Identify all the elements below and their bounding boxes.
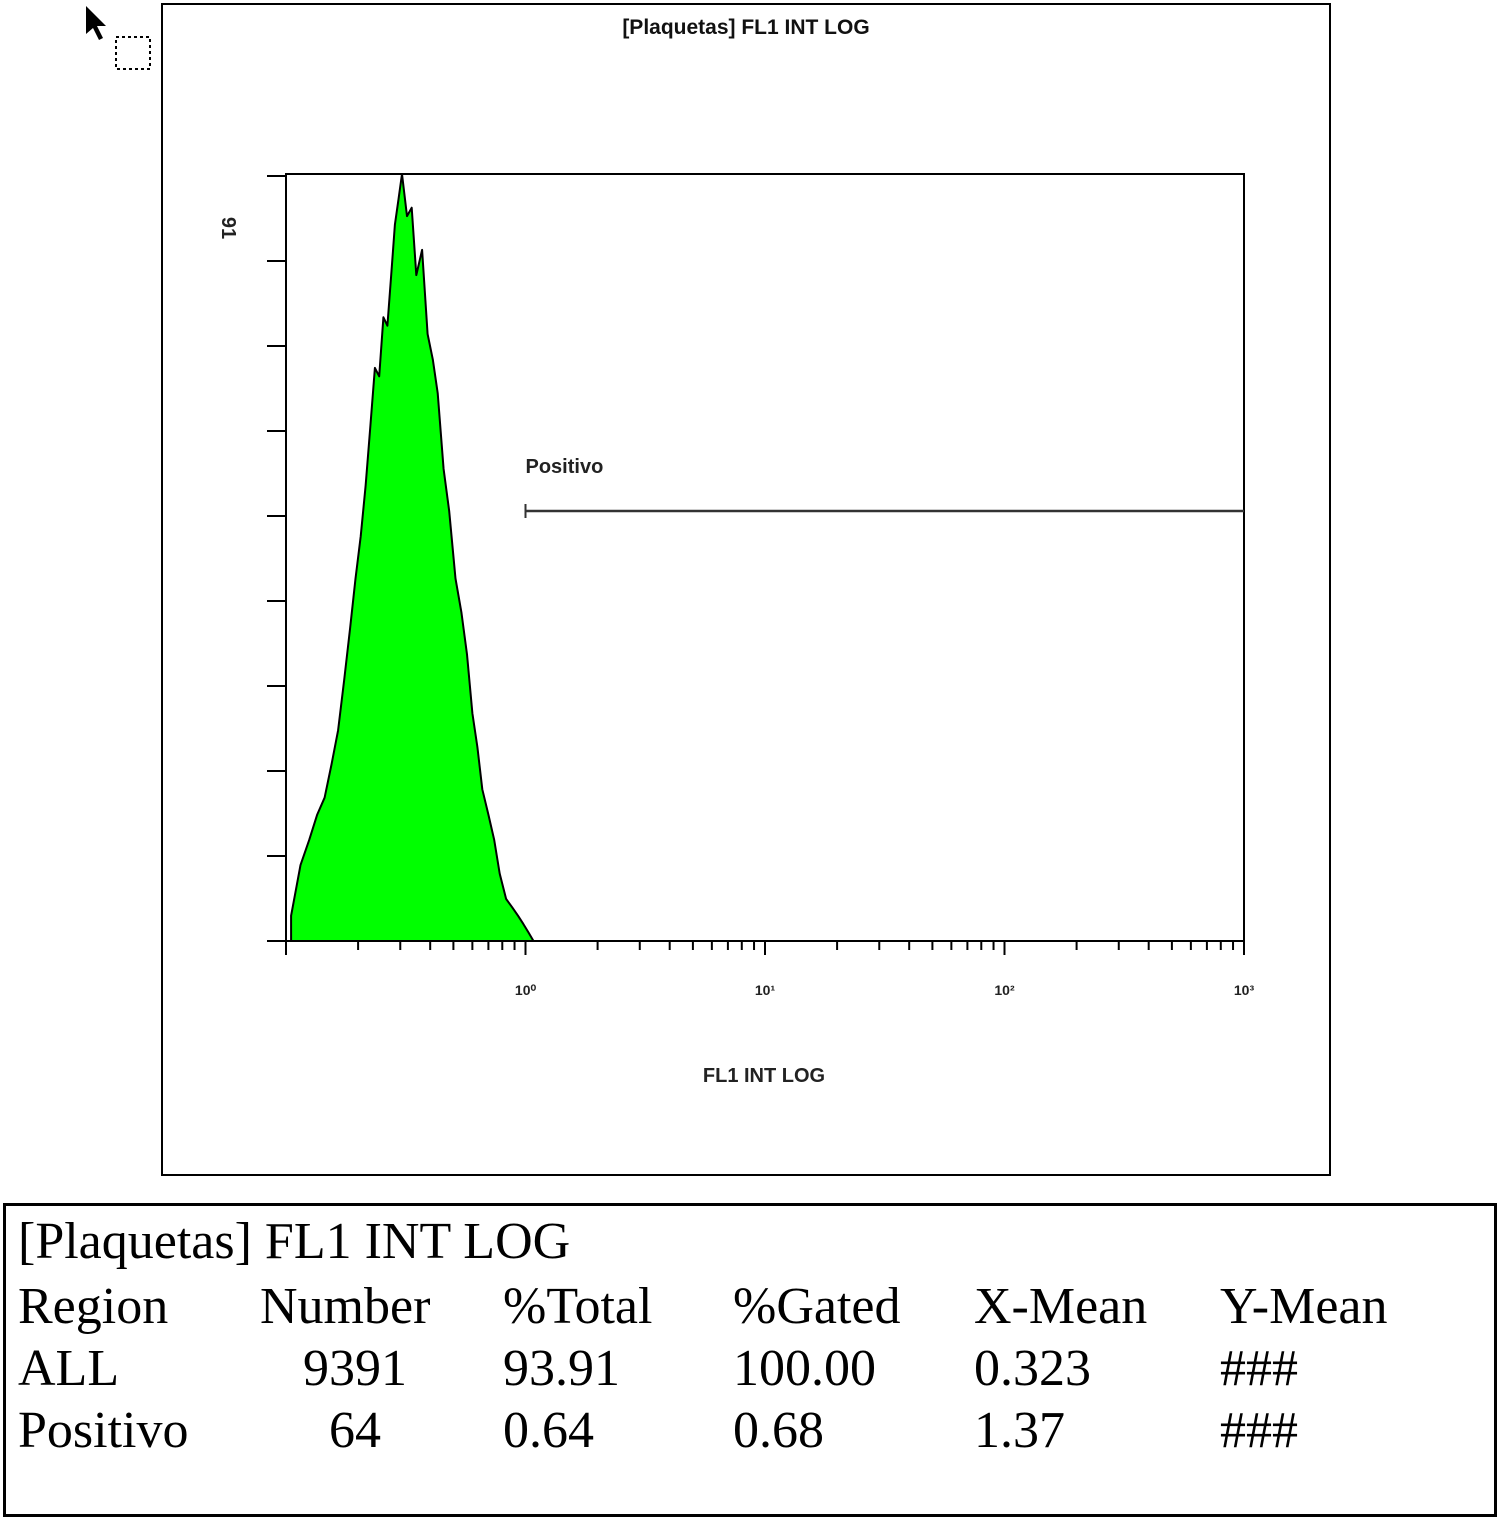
y-max-label: 91 — [217, 217, 239, 239]
histogram-chart: [Plaquetas] FL1 INT LOG 91 10⁰ 10¹ 10² 10³ Po… — [217, 16, 1255, 1087]
stats-cell: ### — [1220, 1402, 1298, 1459]
stats-cell: 9391 — [303, 1340, 407, 1397]
stats-cell: 0.323 — [974, 1340, 1091, 1397]
stats-cell: 1.37 — [974, 1402, 1065, 1459]
histogram-area — [290, 173, 535, 942]
x-tick-label: 10⁰ — [515, 982, 537, 998]
stats-column-header: X-Mean — [974, 1278, 1148, 1335]
chart-title: [Plaquetas] FL1 INT LOG — [622, 16, 869, 39]
stats-column-header: Y-Mean — [1220, 1278, 1388, 1335]
stats-cell: 93.91 — [503, 1340, 620, 1397]
stats-cell: 0.64 — [503, 1402, 594, 1459]
stats-header-row: Region Number %Total %Gated X-Mean Y-Mean — [6, 1276, 1494, 1338]
stats-cell: ALL — [18, 1340, 120, 1397]
stats-cell: 0.68 — [733, 1402, 824, 1459]
stats-column-header: Number — [260, 1278, 431, 1335]
x-axis-label: FL1 INT LOG — [703, 1065, 825, 1087]
x-tick-label: 10¹ — [755, 982, 776, 998]
region-label: Positivo — [526, 456, 604, 478]
stats-row: Positivo 64 0.64 0.68 1.37 ### — [6, 1400, 1494, 1462]
stats-cell: Positivo — [18, 1402, 189, 1459]
stats-cell: 64 — [329, 1402, 381, 1459]
stats-column-header: %Gated — [733, 1278, 901, 1335]
region-stats-table: [Plaquetas] FL1 INT LOG Region Number %Tot… — [3, 1203, 1497, 1517]
stats-row: ALL 9391 93.91 100.00 0.323 ### — [6, 1338, 1494, 1400]
stats-cell: ### — [1220, 1340, 1298, 1397]
stats-column-header: Region — [18, 1278, 169, 1335]
cursor-select-icon — [86, 6, 151, 70]
x-tick-label: 10² — [994, 982, 1015, 998]
x-tick-label: 10³ — [1234, 982, 1255, 998]
stats-cell: 100.00 — [733, 1340, 876, 1397]
stats-column-header: %Total — [503, 1278, 653, 1335]
stats-title: [Plaquetas] FL1 INT LOG — [18, 1213, 571, 1270]
